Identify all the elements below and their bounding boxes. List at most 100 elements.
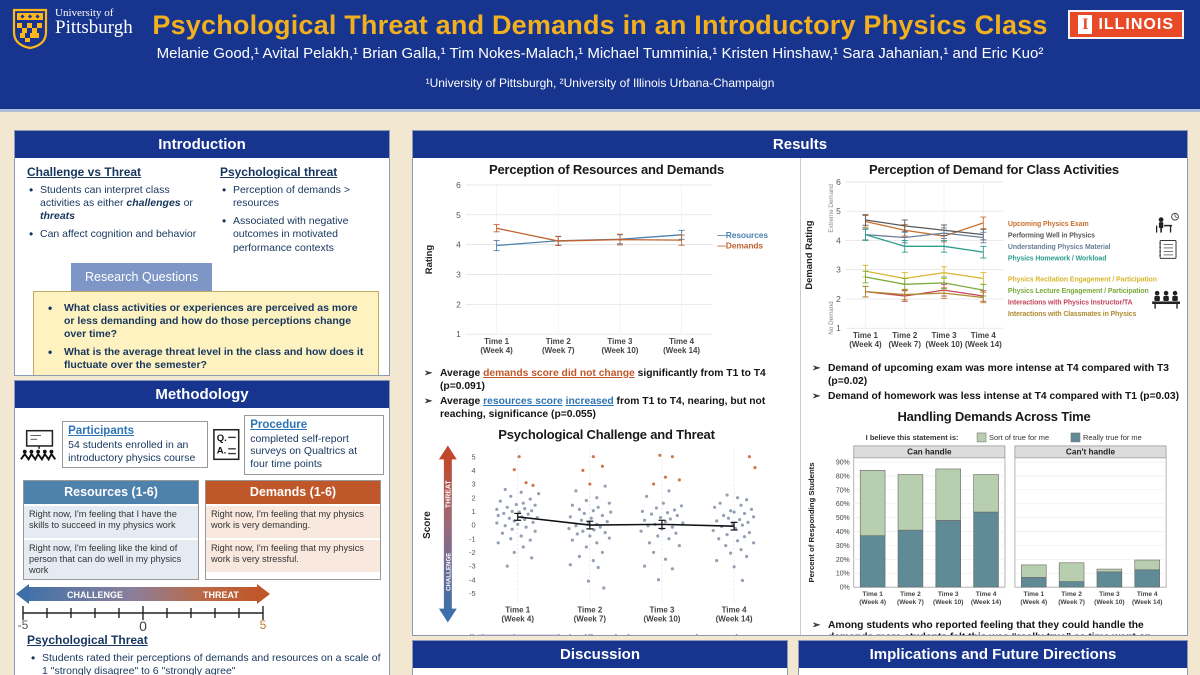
svg-text:2: 2 — [836, 294, 841, 304]
svg-text:4: 4 — [836, 235, 841, 245]
discussion-header: Discussion — [413, 641, 787, 668]
svg-text:1: 1 — [456, 329, 461, 339]
illinois-i-icon: I — [1078, 15, 1093, 34]
classmates-table-icon — [1152, 290, 1180, 309]
svg-text:Physics Lecture Engagement / P: Physics Lecture Engagement / Participati… — [1008, 288, 1149, 295]
intro-bullet: Students can interpret class activities … — [27, 183, 210, 223]
svg-text:Demand Rating: Demand Rating — [804, 220, 815, 289]
svg-text:40%: 40% — [836, 529, 850, 536]
threat-arrowhead-icon — [438, 445, 457, 460]
svg-text:Time 4: Time 4 — [971, 331, 997, 340]
challenge-threat-scale: CHALLENGE THREAT -5 0 5 — [16, 583, 270, 633]
svg-text:Time 1: Time 1 — [505, 606, 531, 615]
svg-text:(Week 7): (Week 7) — [542, 346, 575, 355]
svg-text:Can't handle: Can't handle — [1066, 447, 1116, 456]
svg-text:(Week 7): (Week 7) — [1058, 599, 1085, 606]
svg-text:50%: 50% — [836, 515, 850, 522]
implications-header: Implications and Future Directions — [799, 641, 1187, 668]
svg-text:Physics Recitation Engagement: Physics Recitation Engagement / Particip… — [1008, 276, 1157, 283]
svg-text:Can handle: Can handle — [907, 447, 952, 456]
svg-text:80%: 80% — [836, 473, 850, 480]
svg-text:Time 2: Time 2 — [1061, 591, 1082, 598]
procedure-heading: Procedure — [250, 419, 308, 431]
discussion-panel: Discussion — [412, 640, 788, 675]
svg-text:Q.: Q. — [216, 433, 226, 444]
participants-text: 54 students enrolled in an introductory … — [68, 439, 196, 464]
svg-text:Percent of Responding Students: Percent of Responding Students — [807, 462, 816, 582]
svg-text:70%: 70% — [836, 487, 850, 494]
resources-demands-chart: 1 2 3 4 5 6 Time 1(Week 4) Time 2(Week 7) Time 3… — [423, 180, 768, 355]
svg-text:No Demand: No Demand — [828, 301, 835, 335]
research-questions-tab: Research Questions — [71, 262, 213, 291]
svg-text:Time 3: Time 3 — [607, 337, 633, 346]
research-question: What class activities or experiences are… — [38, 301, 368, 341]
svg-text:6: 6 — [456, 180, 461, 190]
svg-text:Time 2: Time 2 — [577, 606, 603, 615]
svg-text:Time 3: Time 3 — [938, 591, 959, 598]
challenge-arrowhead-icon — [16, 583, 29, 604]
svg-text:Time 2: Time 2 — [900, 591, 921, 598]
svg-text:Time 4: Time 4 — [721, 606, 747, 615]
svg-text:5: 5 — [836, 206, 841, 216]
svg-text:(Week 4): (Week 4) — [480, 346, 513, 355]
svg-text:2: 2 — [456, 299, 461, 309]
intro-bullet: Can affect cognition and behavior — [27, 227, 210, 242]
svg-text:I believe this statement is:: I believe this statement is: — [866, 433, 959, 442]
finding: Average demands score did not change sig… — [424, 368, 793, 394]
svg-text:1: 1 — [471, 507, 475, 516]
survey-qa-icon: Q. A. — [212, 428, 240, 460]
results-right-column: Perception of Demand for Class Activitie… — [800, 158, 1187, 635]
svg-text:(Week 7): (Week 7) — [573, 615, 606, 624]
procedure-box: Procedure completed self-report surveys … — [244, 415, 384, 475]
pitt-shield-icon — [12, 8, 48, 50]
svg-text:CHALLENGE: CHALLENGE — [445, 553, 452, 591]
svg-text:—Resources: —Resources — [717, 230, 768, 240]
svg-text:Time 4: Time 4 — [976, 591, 997, 598]
svg-text:(Week 14): (Week 14) — [971, 599, 1001, 606]
resources-table: Resources (1-6) Right now, I'm feeling t… — [23, 479, 199, 580]
svg-text:2: 2 — [471, 494, 475, 503]
svg-text:(Week 7): (Week 7) — [897, 599, 924, 606]
svg-text:-5: -5 — [469, 589, 476, 598]
method-bullet: Students rated their perceptions of dema… — [29, 651, 381, 675]
svg-text:Upcoming Physics Exam: Upcoming Physics Exam — [1008, 221, 1089, 228]
svg-text:-5: -5 — [18, 618, 29, 632]
resources-item: Right now, I'm feeling that I have the s… — [24, 503, 198, 538]
classroom-icon — [20, 429, 57, 461]
svg-text:Time 3: Time 3 — [932, 331, 958, 340]
svg-text:3: 3 — [456, 269, 461, 279]
svg-text:Really true for me: Really true for me — [1083, 433, 1142, 442]
svg-text:(Week 7): (Week 7) — [888, 340, 921, 349]
svg-text:5: 5 — [471, 453, 475, 462]
svg-text:Time 1: Time 1 — [862, 591, 883, 598]
svg-text:-2: -2 — [469, 548, 476, 557]
svg-text:(Week 14): (Week 14) — [965, 340, 1002, 349]
svg-text:-1: -1 — [469, 535, 476, 544]
finding: Overall threat decreased significantly f… — [424, 634, 793, 635]
svg-text:Time 4: Time 4 — [669, 337, 695, 346]
svg-text:(Week 4): (Week 4) — [849, 340, 882, 349]
methodology-header: Methodology — [15, 381, 389, 408]
research-question: What is the average threat level in the … — [38, 345, 368, 372]
results-header: Results — [413, 131, 1187, 158]
svg-text:Time 4: Time 4 — [1137, 591, 1158, 598]
resources-item: Right now, I'm feeling like the kind of … — [24, 537, 198, 579]
svg-text:0%: 0% — [840, 584, 850, 591]
illinois-wordmark: ILLINOIS — [1098, 15, 1174, 33]
demands-table: Demands (1-6) Right now, I'm feeling tha… — [205, 479, 381, 580]
svg-text:Time 2: Time 2 — [892, 331, 918, 340]
svg-text:Time 1: Time 1 — [1023, 591, 1044, 598]
svg-text:1: 1 — [836, 323, 841, 333]
challenge-threat-chart: THREAT CHALLENGE Score -5 -4 -3 -2 -1 0 1 2 3 4 5 Time… — [421, 445, 757, 624]
psychological-threat-heading: Psychological threat — [219, 165, 338, 179]
svg-text:Time 1: Time 1 — [484, 337, 510, 346]
svg-text:(Week 10): (Week 10) — [601, 346, 638, 355]
demand-activities-chart: 1 2 3 4 5 6 Time 1(Week 4) Time 2(Week 7) Time 3… — [804, 177, 1180, 349]
implications-panel: Implications and Future Directions — [798, 640, 1188, 675]
chart-title-resources-demands: Perception of Resources and Demands — [488, 162, 724, 177]
threat-arrowhead-icon — [257, 583, 270, 604]
homework-notebook-icon — [1159, 239, 1177, 259]
demands-item: Right now, I'm feeling that my physics w… — [206, 537, 380, 572]
svg-text:A.: A. — [216, 445, 226, 456]
